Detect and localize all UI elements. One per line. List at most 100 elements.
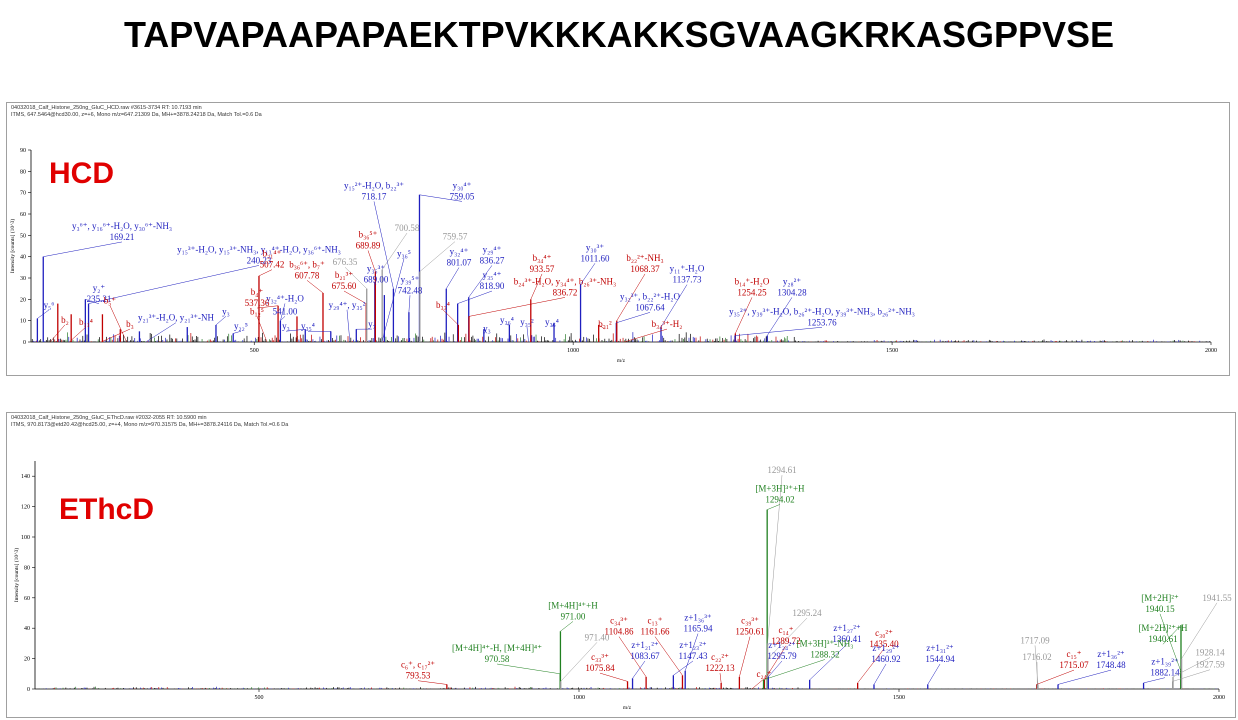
peak-annotation: c₃₄³⁺ — [610, 616, 628, 626]
peak-annotation: y₃₀³⁺ — [586, 242, 604, 252]
peak-annotation: 1137.73 — [673, 275, 702, 285]
y-tick-label: 20 — [20, 297, 26, 303]
annotation-leader — [417, 680, 447, 685]
ethcd-spectrum-chart: 0 20 40 60 80 100 120 140 500 1000 1500 2000 m/z Inte… — [13, 461, 1232, 711]
x-axis-label: m/z — [617, 358, 626, 364]
peak-annotation: [M+4H]⁴⁺+H — [548, 600, 598, 610]
y-tick-label: 30 — [20, 276, 26, 282]
annotation-leader — [468, 297, 566, 317]
peak-annotation: b₂₁⁴⁺ — [263, 249, 282, 259]
peak-annotation: b₃₁² — [598, 319, 612, 329]
peak-annotation: z+1₃₆²⁺ — [1097, 649, 1125, 659]
peak-annotation: z+1₂₉²⁺ — [872, 643, 900, 653]
annotation-leader — [560, 621, 574, 632]
annotation-leader — [367, 250, 376, 272]
annotation-leader — [764, 645, 787, 681]
peak-annotation: y₂₈²⁺ — [783, 276, 801, 286]
annotation-leader — [616, 312, 651, 324]
annotation-leader — [1162, 624, 1182, 645]
peak-annotation: y₃ — [483, 323, 491, 333]
peak-annotation: c₃₀²⁺ — [875, 628, 893, 638]
peak-annotation: 1360.41 — [832, 634, 861, 644]
peak-annotation: 235.21 — [87, 294, 112, 304]
annotation-leader — [145, 322, 177, 343]
annotation-leader — [285, 328, 306, 332]
annotation-leader — [735, 297, 753, 334]
ethcd-spectrum-panel: 04032018_Calf_Histone_250ng_GluC_EThcD.r… — [6, 412, 1236, 718]
peak-annotation: 1161.66 — [641, 627, 670, 637]
x-axis-label: m/z — [623, 705, 632, 711]
peak-annotation: 1222.13 — [705, 663, 735, 673]
annotation-leader — [69, 326, 87, 343]
peak-annotation: y₃₉⁵⁺ — [401, 274, 420, 284]
peak-annotation: 1715.07 — [1059, 660, 1089, 670]
peak-annotation: 1068.37 — [630, 264, 660, 274]
peak-annotation: y₇ — [368, 319, 376, 329]
annotation-leader — [1057, 669, 1112, 685]
peak-annotation: y₃₀⁴⁺ — [453, 180, 472, 190]
peak-annotation: 1254.25 — [737, 287, 767, 297]
y-tick-label: 100 — [21, 535, 30, 541]
peak-annotation: 1940.15 — [1145, 604, 1175, 614]
peak-annotation: 718.17 — [362, 191, 387, 201]
peak-annotation: 1011.60 — [581, 253, 610, 263]
y-tick-label: 80 — [24, 565, 30, 571]
peak-annotation: 1295.79 — [767, 651, 797, 661]
peak-annotation: y₃₅³⁺ — [367, 264, 385, 274]
peak-annotation: 1288.32 — [810, 649, 839, 659]
peak-annotation: 1748.48 — [1096, 660, 1126, 670]
annotation-leader — [1036, 669, 1075, 685]
y-tick-label: 50 — [20, 233, 26, 239]
peak-annotation: c₃₉³⁺ — [741, 616, 759, 626]
peak-annotation: 1882.14 — [1150, 668, 1180, 678]
peak-annotation: 1075.84 — [585, 663, 615, 673]
peak-annotation: b₂₁³⁺ — [335, 270, 353, 280]
hcd-header-line2: ITMS, 647.5464@hcd30.00, z=+6, Mono m/z=… — [11, 112, 262, 118]
x-tick-label: 2000 — [1213, 695, 1225, 701]
peak-annotation: 689.89 — [356, 240, 381, 250]
peak-annotation: 836.72 — [553, 287, 578, 297]
annotation-leader — [632, 660, 646, 679]
peak-annotation: y₃⁶⁺, y₁₆⁶⁺-H₂O, y₃₀⁶⁺-NH₃ — [72, 221, 172, 231]
annotation-leader — [343, 290, 367, 304]
peak-annotation: 1435.40 — [869, 639, 899, 649]
peak-annotation: 1294.02 — [765, 494, 794, 504]
annotation-leader — [526, 326, 529, 343]
peak-annotation: 742.48 — [398, 285, 423, 295]
annotation-leader — [873, 663, 887, 685]
peak-annotation: 541.00 — [273, 306, 298, 316]
peak-annotation: 1928.14 — [1195, 648, 1225, 658]
peak-annotation: 970.58 — [485, 654, 510, 664]
peak-annotation: y₁₁⁺-H₂O — [670, 264, 705, 274]
y-tick-label: 0 — [23, 340, 26, 346]
peak-annotation: c₂₄⁺ — [756, 669, 771, 679]
peak-annotation: y₃₆⁵ — [397, 249, 411, 259]
peak-annotation: 1067.64 — [635, 302, 665, 312]
annotation-leader — [580, 263, 596, 285]
annotation-leader — [37, 309, 50, 319]
peak-annotation: 1304.28 — [777, 287, 807, 297]
annotation-leader — [1034, 645, 1039, 685]
annotation-leader — [109, 305, 127, 343]
annotation-leader — [280, 303, 286, 321]
annotation-leader — [256, 316, 268, 343]
peak-annotation: 607.78 — [295, 270, 320, 280]
annotation-leader — [483, 329, 488, 334]
peak-annotation: y₃₅²⁺, y₃₉³⁺-H₂O, b₂₆²⁺-H₂O, y₃₉³⁺-NH₃, … — [729, 306, 915, 316]
peak-annotation: 240.23 — [247, 255, 272, 265]
peak-annotation: b₃₆⁵⁺ — [359, 229, 378, 239]
peak-annotation: c₃₃³⁺ — [591, 652, 609, 662]
peak-annotation: [M+2H]²⁺+H — [1138, 623, 1188, 633]
annotation-leader — [344, 267, 367, 289]
annotation-leader — [1172, 669, 1211, 682]
peak-annotation: [M+3H]³⁺+H — [755, 483, 805, 493]
annotation-leader — [1172, 657, 1211, 678]
y-axis-label: Intensity [counts] (10^3) — [9, 219, 16, 274]
y-axis-label: Intensity [counts] (10^3) — [13, 548, 20, 603]
peak-annotation: 1716.02 — [1022, 652, 1051, 662]
annotation-leader — [49, 324, 66, 343]
peak-annotation: 793.53 — [406, 671, 431, 681]
peak-annotation: y₃₅² — [520, 317, 534, 327]
x-tick-label: 1500 — [886, 348, 898, 354]
annotation-leader — [739, 636, 751, 677]
